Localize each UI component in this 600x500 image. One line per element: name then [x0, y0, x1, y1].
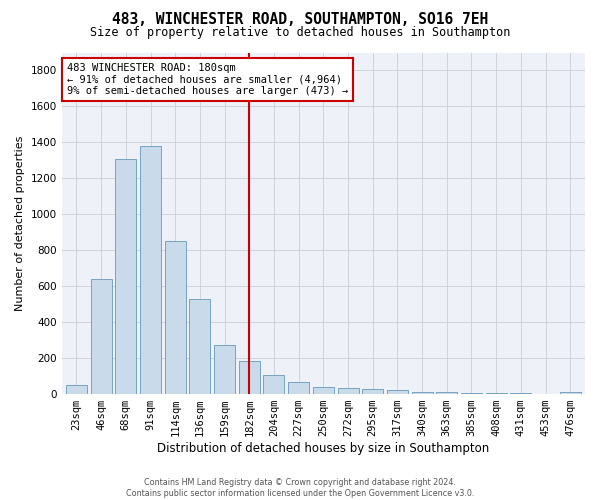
Y-axis label: Number of detached properties: Number of detached properties — [15, 136, 25, 311]
Bar — [485, 393, 506, 394]
Bar — [66, 385, 87, 394]
Bar — [560, 392, 581, 394]
Bar — [239, 361, 260, 394]
Bar — [214, 344, 235, 394]
Bar — [190, 299, 211, 394]
Bar — [288, 382, 309, 394]
Bar — [91, 279, 112, 394]
Bar — [313, 387, 334, 394]
X-axis label: Distribution of detached houses by size in Southampton: Distribution of detached houses by size … — [157, 442, 490, 455]
Bar — [165, 242, 186, 394]
Bar — [263, 375, 284, 394]
Bar — [461, 393, 482, 394]
Bar — [140, 146, 161, 394]
Bar — [436, 392, 457, 394]
Bar — [115, 158, 136, 394]
Bar — [387, 390, 408, 394]
Bar — [338, 388, 359, 394]
Text: 483, WINCHESTER ROAD, SOUTHAMPTON, SO16 7EH: 483, WINCHESTER ROAD, SOUTHAMPTON, SO16 … — [112, 12, 488, 28]
Text: Size of property relative to detached houses in Southampton: Size of property relative to detached ho… — [90, 26, 510, 39]
Bar — [362, 388, 383, 394]
Text: Contains HM Land Registry data © Crown copyright and database right 2024.
Contai: Contains HM Land Registry data © Crown c… — [126, 478, 474, 498]
Text: 483 WINCHESTER ROAD: 180sqm
← 91% of detached houses are smaller (4,964)
9% of s: 483 WINCHESTER ROAD: 180sqm ← 91% of det… — [67, 62, 348, 96]
Bar — [412, 392, 433, 394]
Bar — [511, 393, 532, 394]
